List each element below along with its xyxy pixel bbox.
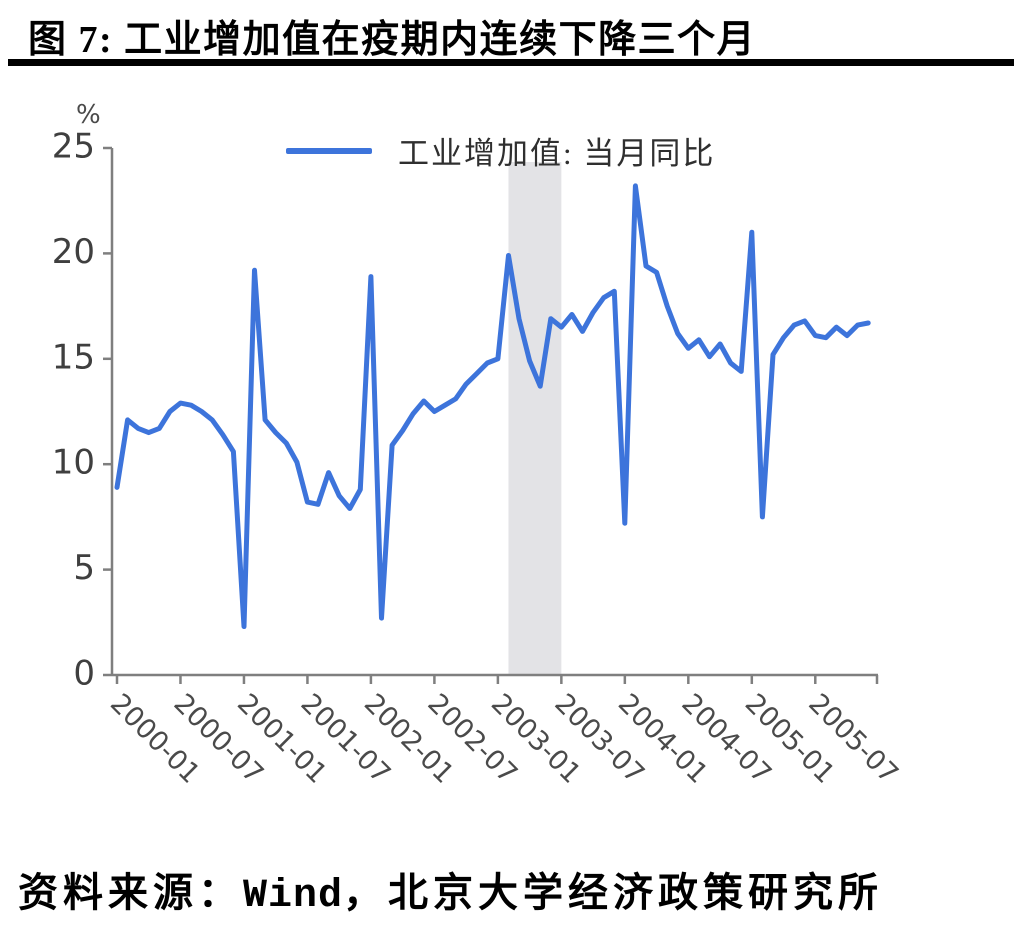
y-tick-label: 25 [52, 127, 95, 167]
y-tick-label: 5 [73, 548, 95, 588]
legend-label: 工业增加值: 当月同比 [398, 136, 716, 171]
title-rule [8, 59, 1014, 66]
y-axis-unit-label: % [76, 100, 101, 130]
source-vendor: Wind [243, 874, 344, 919]
source-note: 资料来源：Wind，北京大学经济政策研究所 [18, 860, 1018, 919]
shaded-band [508, 162, 562, 675]
legend-line-swatch [286, 147, 372, 154]
y-tick-label: 10 [52, 443, 95, 483]
y-tick-label: 0 [73, 654, 95, 694]
figure-title: 图 7: 工业增加值在疫期内连续下降三个月 [28, 19, 757, 61]
source-prefix: 资料来源： [18, 870, 243, 915]
source-suffix: ，北京大学经济政策研究所 [343, 870, 884, 915]
series-industrial-value-added [114, 183, 871, 629]
y-tick-label: 15 [52, 337, 95, 377]
y-tick-label: 20 [52, 232, 95, 272]
chart-legend: 工业增加值: 当月同比 [286, 128, 715, 173]
